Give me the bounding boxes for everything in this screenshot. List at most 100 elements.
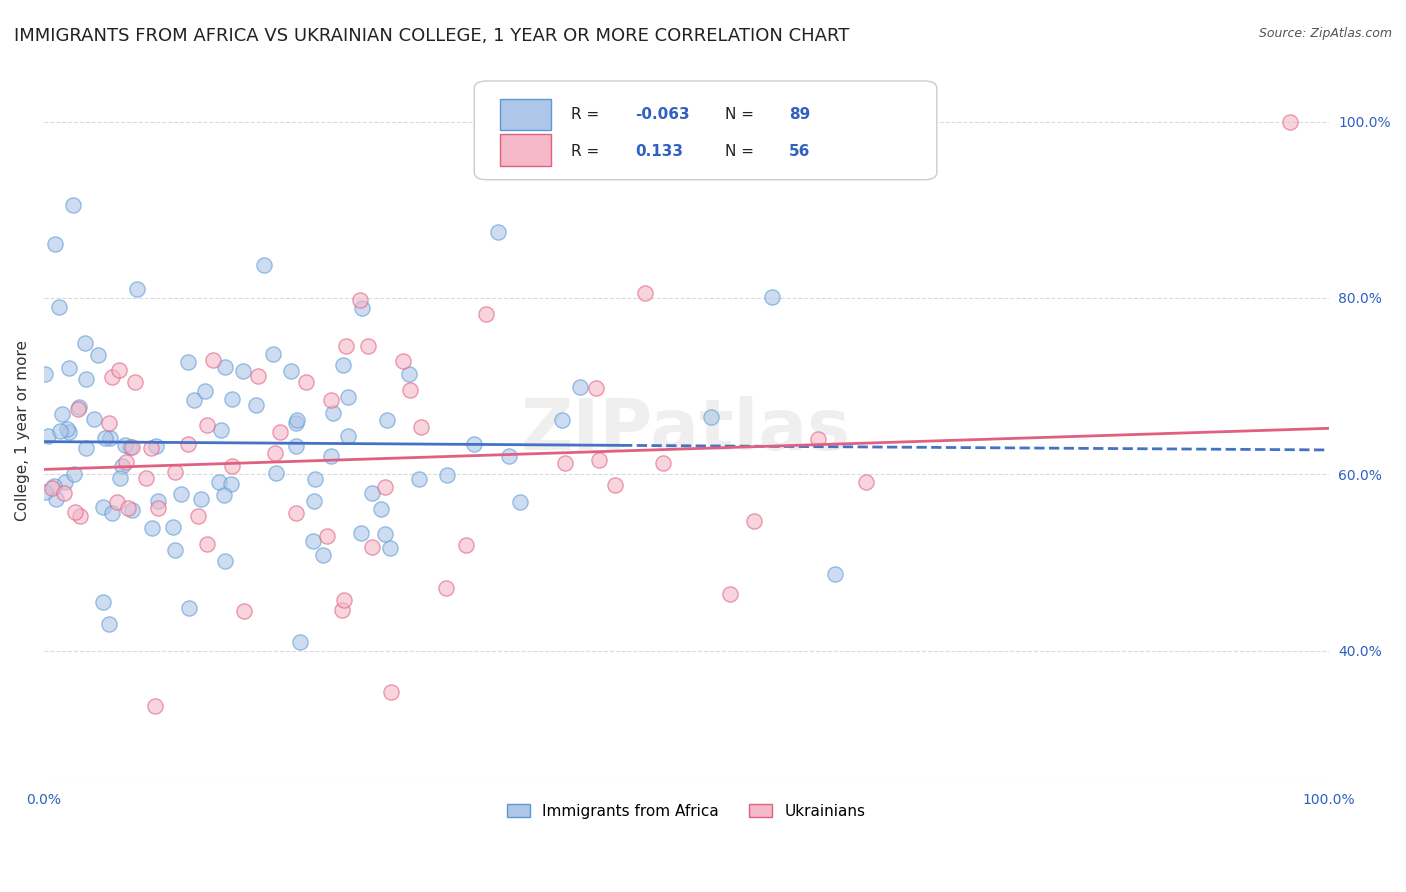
Point: [221, 392, 243, 406]
Point: [718, 587, 741, 601]
Point: [63, 467, 86, 481]
Point: [67, 401, 90, 416]
Point: [194, 384, 217, 399]
Point: [374, 480, 396, 494]
Point: [357, 339, 380, 353]
Point: [337, 428, 360, 442]
Point: [312, 549, 335, 563]
Point: [824, 567, 846, 582]
Point: [588, 452, 610, 467]
Point: [360, 485, 382, 500]
Point: [295, 376, 318, 390]
Point: [124, 375, 146, 389]
Point: [380, 685, 402, 699]
Point: [509, 495, 531, 509]
Point: [177, 355, 200, 369]
Point: [337, 390, 360, 404]
Point: [162, 520, 184, 534]
Point: [34, 368, 56, 382]
Text: -0.063: -0.063: [636, 107, 689, 122]
Point: [330, 602, 353, 616]
Point: [73, 335, 96, 350]
Point: [148, 493, 170, 508]
Point: [408, 472, 430, 486]
Point: [170, 486, 193, 500]
Point: [51, 407, 73, 421]
Point: [284, 439, 307, 453]
Point: [399, 383, 422, 397]
Point: [48, 301, 70, 315]
Point: [332, 359, 354, 373]
Point: [67, 400, 90, 414]
Point: [392, 354, 415, 368]
Point: [62, 198, 84, 212]
Point: [352, 301, 374, 315]
Text: N =: N =: [725, 144, 759, 159]
Point: [486, 225, 509, 239]
Text: 89: 89: [789, 107, 810, 122]
Point: [807, 432, 830, 446]
Point: [232, 364, 254, 378]
Point: [69, 508, 91, 523]
Text: 0.133: 0.133: [636, 144, 683, 159]
Point: [214, 488, 236, 502]
Point: [45, 491, 67, 506]
Point: [350, 525, 373, 540]
Point: [146, 501, 169, 516]
Point: [219, 477, 242, 491]
Point: [42, 479, 65, 493]
Point: [411, 419, 433, 434]
Point: [53, 475, 76, 489]
Point: [143, 698, 166, 713]
Point: [91, 500, 114, 515]
Point: [49, 424, 72, 438]
Point: [436, 468, 458, 483]
Point: [262, 347, 284, 361]
Point: [135, 471, 157, 485]
Point: [41, 481, 63, 495]
Point: [319, 392, 342, 407]
Point: [53, 485, 76, 500]
Point: [301, 533, 323, 548]
Point: [183, 392, 205, 407]
Point: [302, 493, 325, 508]
Text: ZIPatlas: ZIPatlas: [522, 396, 852, 465]
Point: [761, 290, 783, 304]
Point: [304, 472, 326, 486]
Point: [498, 449, 520, 463]
Point: [370, 501, 392, 516]
Point: [187, 508, 209, 523]
Point: [75, 372, 97, 386]
Point: [37, 429, 59, 443]
Point: [375, 413, 398, 427]
FancyBboxPatch shape: [474, 81, 936, 180]
Point: [456, 538, 478, 552]
Point: [551, 413, 574, 427]
Point: [214, 553, 236, 567]
Point: [585, 381, 607, 395]
Point: [94, 431, 117, 445]
Point: [232, 605, 254, 619]
Point: [108, 471, 131, 485]
Point: [855, 475, 877, 490]
Point: [197, 417, 219, 432]
Point: [474, 307, 496, 321]
Point: [285, 506, 308, 520]
Point: [253, 258, 276, 272]
Point: [118, 440, 141, 454]
Point: [603, 477, 626, 491]
Point: [290, 634, 312, 648]
Point: [190, 492, 212, 507]
Point: [63, 505, 86, 519]
Point: [177, 437, 200, 451]
Text: R =: R =: [571, 144, 603, 159]
Point: [127, 282, 149, 296]
Point: [97, 616, 120, 631]
Point: [264, 466, 287, 480]
Point: [117, 501, 139, 516]
Point: [58, 425, 80, 439]
Legend: Immigrants from Africa, Ukrainians: Immigrants from Africa, Ukrainians: [501, 797, 872, 825]
Point: [165, 465, 187, 479]
Point: [202, 353, 225, 368]
Point: [98, 416, 121, 430]
